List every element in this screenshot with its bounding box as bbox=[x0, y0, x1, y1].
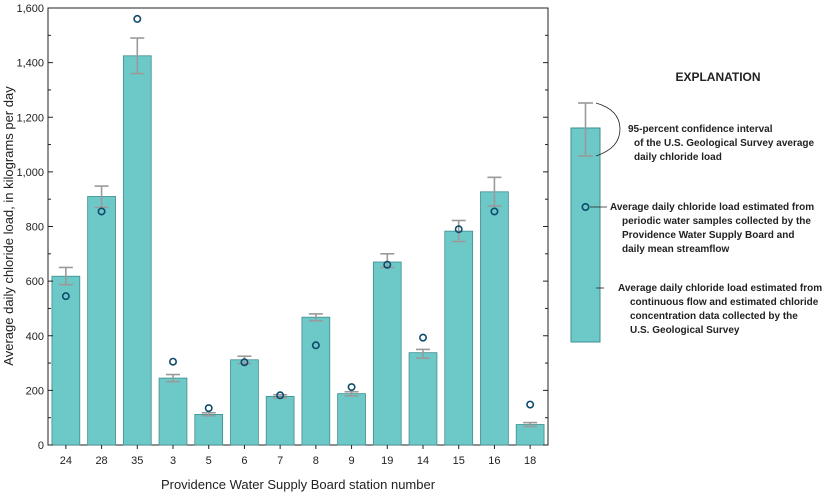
marker-station-7 bbox=[276, 391, 285, 400]
y-tick-label: 1,600 bbox=[16, 3, 44, 15]
ci-errorbar-station-24 bbox=[58, 266, 73, 286]
x-axis-label: Providence Water Supply Board station nu… bbox=[161, 477, 436, 492]
y-tick-label: 1,400 bbox=[16, 58, 44, 70]
y-axis-label: Average daily chloride load, in kilogram… bbox=[1, 86, 16, 366]
legend-title: EXPLANATION bbox=[675, 70, 760, 84]
bar-station-19 bbox=[372, 261, 402, 446]
x-tick-label-15: 15 bbox=[453, 455, 465, 467]
legend-ci-text: 95-percent confidence interval of the U.… bbox=[628, 124, 817, 163]
legend-ci-swatch bbox=[578, 102, 593, 157]
ci-errorbar-station-16 bbox=[487, 176, 502, 207]
marker-station-19 bbox=[383, 260, 392, 269]
legend-leader-ci bbox=[595, 102, 621, 157]
bar-station-3 bbox=[158, 377, 188, 446]
bar-station-18 bbox=[515, 424, 545, 446]
legend-marker-swatch bbox=[581, 203, 590, 212]
x-tick-label-28: 28 bbox=[95, 455, 107, 467]
marker-station-5 bbox=[204, 404, 213, 413]
y-tick-label: 400 bbox=[26, 331, 44, 343]
bar-station-6 bbox=[230, 359, 259, 446]
marker-station-35 bbox=[133, 14, 142, 23]
legend-bar-text: Average daily chloride load estimated fr… bbox=[618, 283, 825, 336]
x-tick-label-5: 5 bbox=[206, 455, 212, 467]
y-tick-label: 800 bbox=[26, 222, 44, 234]
marker-station-6 bbox=[240, 358, 249, 367]
ci-errorbar-station-15 bbox=[451, 219, 466, 243]
bar-station-15 bbox=[444, 230, 474, 446]
ci-errorbar-station-35 bbox=[130, 37, 145, 75]
ci-errorbar-station-3 bbox=[166, 373, 180, 383]
x-tick-label-6: 6 bbox=[241, 455, 247, 467]
bar-station-7 bbox=[265, 395, 295, 446]
ci-errorbar-station-14 bbox=[416, 348, 430, 359]
y-tick-label: 600 bbox=[26, 276, 44, 288]
marker-station-16 bbox=[490, 207, 499, 216]
x-tick-label-9: 9 bbox=[349, 455, 355, 467]
y-tick-label: 1,000 bbox=[16, 167, 44, 179]
bar-station-24 bbox=[51, 275, 81, 446]
ci-errorbar-station-9 bbox=[344, 390, 359, 397]
bar-station-9 bbox=[337, 393, 366, 446]
marker-station-9 bbox=[347, 383, 356, 392]
legend-bar-swatch bbox=[570, 127, 601, 343]
legend: EXPLANATION 95-percent confidence interv… bbox=[570, 70, 825, 343]
marker-station-24 bbox=[61, 292, 70, 301]
marker-station-28 bbox=[97, 207, 106, 216]
y-tick-label: 200 bbox=[26, 385, 44, 397]
x-tick-label-18: 18 bbox=[524, 455, 536, 467]
legend-marker-text: Average daily chloride load estimated fr… bbox=[610, 202, 817, 255]
bar-station-28 bbox=[87, 196, 116, 446]
bar-station-16 bbox=[480, 191, 509, 446]
bar-station-5 bbox=[194, 414, 224, 446]
x-tick-label-3: 3 bbox=[170, 455, 176, 467]
bar-station-35 bbox=[122, 55, 152, 446]
x-tick-label-16: 16 bbox=[488, 455, 500, 467]
y-tick-label: 0 bbox=[38, 440, 44, 452]
ci-errorbar-station-6 bbox=[237, 355, 252, 365]
bar-station-8 bbox=[301, 316, 331, 446]
x-tick-label-14: 14 bbox=[417, 455, 429, 467]
bar-station-14 bbox=[408, 352, 438, 446]
marker-station-8 bbox=[311, 341, 320, 350]
marker-station-14 bbox=[418, 333, 427, 342]
marker-station-3 bbox=[169, 357, 178, 366]
ci-errorbar-station-28 bbox=[94, 185, 109, 209]
x-tick-label-8: 8 bbox=[313, 455, 319, 467]
ci-errorbar-station-18 bbox=[523, 421, 538, 428]
ci-errorbar-station-8 bbox=[308, 313, 323, 322]
x-tick-label-24: 24 bbox=[60, 455, 72, 467]
marker-station-15 bbox=[454, 225, 463, 234]
x-tick-label-35: 35 bbox=[131, 455, 143, 467]
x-tick-label-7: 7 bbox=[277, 455, 283, 467]
y-tick-label: 1,200 bbox=[16, 112, 44, 124]
marker-station-18 bbox=[526, 400, 535, 409]
x-tick-label-19: 19 bbox=[381, 455, 393, 467]
ci-errorbar-station-5 bbox=[201, 411, 216, 417]
